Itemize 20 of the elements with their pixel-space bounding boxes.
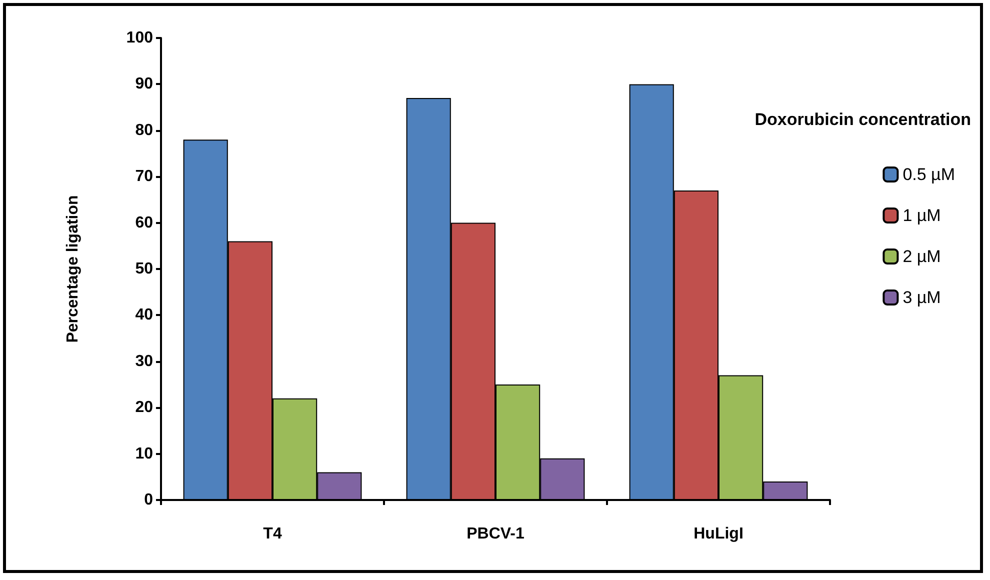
y-tick-label: 90 (135, 76, 154, 93)
y-tick-label: 40 (135, 306, 154, 324)
y-tick-label: 80 (135, 122, 154, 139)
legend-label: 2 µM (902, 247, 941, 266)
y-tick-label: 50 (135, 260, 154, 278)
x-tick-label: HuLigI (694, 526, 744, 542)
y-tick-label: 10 (135, 445, 154, 462)
y-axis-title: Percentage ligation (64, 195, 82, 343)
y-tick-label: 0 (144, 492, 154, 508)
legend-label: 0.5 µM (902, 165, 955, 184)
y-tick-label: 100 (126, 30, 154, 46)
y-tick-label: 70 (135, 168, 154, 186)
legend-label: 1 µM (902, 206, 941, 225)
y-tick-label: 20 (135, 399, 154, 416)
legend-title: Doxorubicin concentration (754, 110, 972, 129)
x-tick-label: PBCV-1 (466, 526, 524, 542)
y-tick-label: 60 (135, 214, 154, 232)
x-tick-label: T4 (263, 526, 282, 542)
legend-label: 3 µM (902, 288, 941, 307)
y-tick-label: 30 (135, 352, 154, 370)
